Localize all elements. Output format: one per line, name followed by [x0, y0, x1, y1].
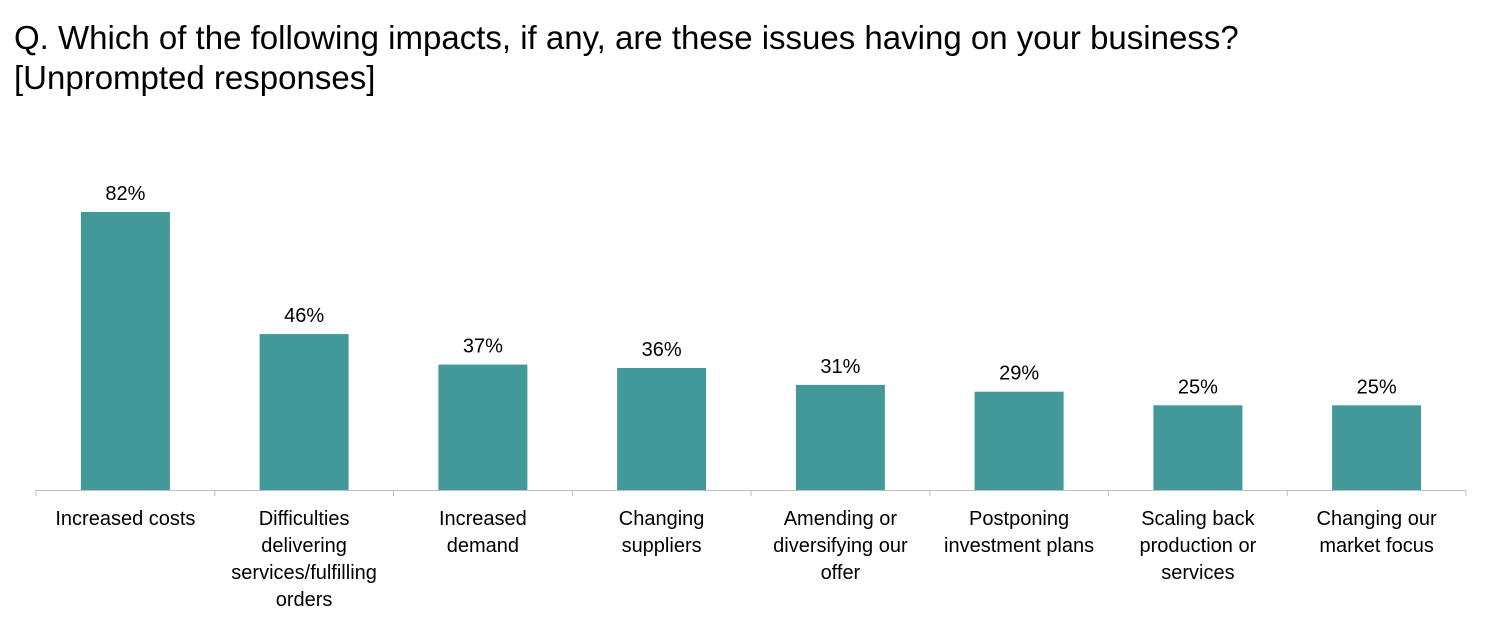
data-label-6: 29%: [999, 363, 1039, 385]
chart-title-line-1: Q. Which of the following impacts, if an…: [14, 19, 1239, 56]
category-label-3-line-2: demand: [447, 535, 519, 557]
category-label-2-line-2: delivering: [261, 535, 347, 557]
x-axis: [35, 490, 1467, 496]
bar-2: [259, 334, 349, 490]
category-label-7-line-1: Scaling back: [1141, 508, 1255, 530]
category-label-2-line-4: orders: [276, 589, 333, 611]
bars-group: [80, 212, 1422, 491]
bar-4: [617, 368, 707, 490]
category-label-2-line-1: Difficulties: [259, 508, 350, 530]
data-label-1: 82%: [105, 183, 145, 205]
category-label-3-line-1: Increased: [439, 508, 527, 530]
bar-1: [80, 212, 170, 490]
category-label-8-line-1: Changing our: [1317, 508, 1437, 530]
category-label-4-line-2: suppliers: [622, 535, 702, 557]
data-label-8: 25%: [1357, 376, 1397, 398]
category-label-7-line-3: services: [1161, 562, 1234, 584]
bar-7: [1153, 405, 1243, 491]
category-label-5-line-1: Amending or: [784, 508, 898, 530]
category-label-4-line-1: Changing: [619, 508, 705, 530]
bar-3: [438, 364, 528, 490]
category-label-1-line-1: Increased costs: [55, 508, 195, 530]
data-label-4: 36%: [642, 339, 682, 361]
bar-5: [795, 384, 885, 490]
category-label-5-line-2: diversifying our: [773, 535, 908, 557]
category-label-5-line-3: offer: [821, 562, 861, 584]
data-label-3: 37%: [463, 336, 503, 358]
value-labels-group: 82% 46% 37% 36% 31% 29% 25% 25%: [105, 183, 1396, 398]
category-label-6-line-1: Postponing: [969, 508, 1069, 530]
category-labels-group: Increased costs Difficulties delivering ser…: [55, 508, 1437, 611]
bar-8: [1332, 405, 1422, 491]
chart-title: Q. Which of the following impacts, if an…: [14, 18, 1474, 98]
chart-title-line-2: [Unprompted responses]: [14, 59, 376, 96]
category-label-2-line-3: services/fulfilling: [231, 562, 377, 584]
category-label-8-line-2: market focus: [1319, 535, 1433, 557]
data-label-5: 31%: [820, 356, 860, 378]
data-label-2: 46%: [284, 305, 324, 327]
data-label-7: 25%: [1178, 376, 1218, 398]
bar-6: [974, 391, 1064, 490]
category-label-6-line-2: investment plans: [944, 535, 1094, 557]
category-label-7-line-2: production or: [1140, 535, 1257, 557]
